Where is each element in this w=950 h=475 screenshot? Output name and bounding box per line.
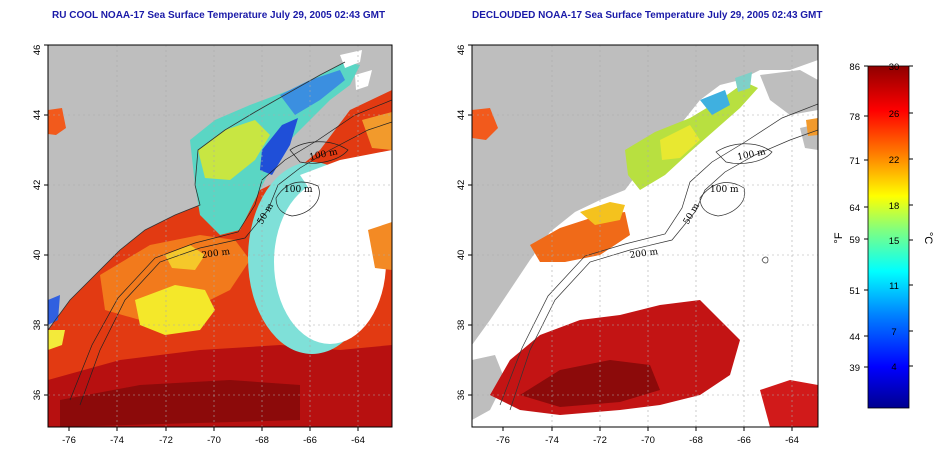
fahrenheit-tick: 44 (849, 332, 860, 343)
lon-tick: -76 (496, 435, 510, 446)
fahrenheit-tick: 64 (849, 203, 860, 214)
lat-tick: 44 (32, 110, 43, 121)
left-map-frame (47, 44, 393, 428)
lon-tick: -76 (62, 435, 76, 446)
lon-tick: -72 (593, 435, 607, 446)
colorbar-gradient (867, 65, 910, 409)
contour-label-100m-inner: 100 m (710, 185, 739, 195)
contour-200m (79, 121, 392, 406)
right-lon-axis: -76 -74 -72 -70 -68 -66 -64 (496, 427, 799, 446)
lat-tick: 38 (32, 320, 43, 331)
celsius-tick: 7 (891, 327, 896, 338)
lon-tick: -70 (641, 435, 655, 446)
contour-200m (509, 129, 818, 411)
lat-tick: 38 (456, 320, 467, 331)
lat-tick: 42 (456, 180, 467, 191)
lon-tick: -64 (351, 435, 365, 446)
lon-tick: -74 (545, 435, 559, 446)
lon-tick: -66 (737, 435, 751, 446)
lat-tick: 40 (32, 250, 43, 261)
celsius-tick: 26 (889, 109, 900, 120)
celsius-tick: 11 (889, 281, 899, 292)
fahrenheit-tick: 86 (849, 62, 860, 73)
celsius-tick: 15 (889, 236, 900, 247)
left-lat-axis: 46 44 42 40 38 36 (32, 44, 48, 401)
unit-celsius: °C (922, 232, 934, 244)
lat-tick: 36 (456, 390, 467, 401)
right-sst-map[interactable] (472, 45, 818, 427)
shelf-warm-region (530, 212, 630, 262)
lat-tick: 36 (32, 390, 43, 401)
lat-tick: 46 (32, 45, 43, 56)
right-grid (472, 45, 818, 427)
lat-tick: 40 (456, 250, 467, 261)
right-lat-axis: 46 44 42 40 38 36 (456, 44, 472, 401)
lon-tick: -68 (255, 435, 269, 446)
fahrenheit-tick: 71 (849, 156, 860, 167)
contour-label-200m: 200 m (629, 247, 659, 261)
fahrenheit-tick: 39 (849, 363, 860, 374)
lon-tick: -68 (689, 435, 703, 446)
celsius-tick: 4 (891, 362, 896, 373)
unit-fahrenheit: °F (833, 232, 845, 243)
lon-tick: -74 (110, 435, 124, 446)
fahrenheit-tick: 59 (849, 235, 860, 246)
fahrenheit-tick: 78 (849, 112, 860, 123)
celsius-tick: 18 (889, 201, 900, 212)
lon-tick: -72 (159, 435, 173, 446)
contour-label-100m-inner: 100 m (284, 185, 313, 195)
land-region (472, 45, 818, 345)
right-map-title: DECLOUDED NOAA-17 Sea Surface Temperatur… (472, 10, 823, 21)
lat-tick: 42 (32, 180, 43, 191)
left-sst-map[interactable] (48, 45, 392, 427)
lon-tick: -70 (207, 435, 221, 446)
lon-tick: -66 (303, 435, 317, 446)
celsius-tick: 22 (889, 155, 900, 166)
coastline (48, 61, 346, 331)
left-map-title: RU COOL NOAA-17 Sea Surface Temperature … (52, 10, 386, 21)
lat-tick: 46 (456, 45, 467, 56)
lat-tick: 44 (456, 110, 467, 121)
colorbar: 86 78 71 64 59 51 44 39 30 26 22 18 15 1… (833, 62, 934, 409)
right-map-frame (471, 44, 819, 428)
left-grid (48, 45, 392, 427)
fahrenheit-tick: 51 (849, 286, 860, 297)
contour-label-200m: 200 m (201, 247, 231, 261)
celsius-tick: 30 (889, 62, 900, 73)
lon-tick: -64 (785, 435, 799, 446)
left-lon-axis: -76 -74 -72 -70 -68 -66 -64 (62, 427, 365, 446)
